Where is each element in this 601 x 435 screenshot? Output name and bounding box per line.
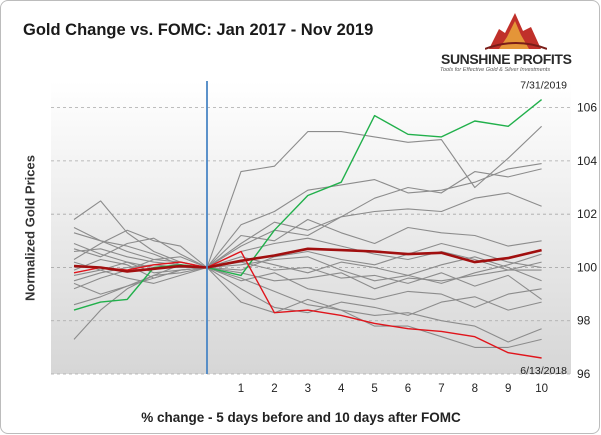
y-axis-label: Normalized Gold Prices (22, 155, 38, 301)
series-annotations: 7/31/2019 6/13/2018 (520, 80, 567, 377)
sun-logo-icon (485, 13, 547, 50)
series-line (73, 192, 542, 269)
x-tick-label: 2 (271, 383, 277, 395)
x-axis-label: % change - 5 days before and 10 days aft… (141, 410, 461, 425)
series-line-average (73, 247, 542, 273)
series-line (73, 168, 542, 269)
annotation-low-date: 6/13/2018 (520, 365, 567, 377)
series-line (73, 248, 542, 300)
logo-name: SUNSHINE PROFITS (441, 51, 572, 67)
x-tick-label: 10 (535, 383, 548, 395)
series-line (73, 229, 542, 271)
y-tick-label: 98 (577, 314, 591, 328)
x-tick-label: 5 (371, 383, 377, 395)
x-tick-label: 9 (505, 383, 511, 395)
series-lines (73, 99, 543, 359)
series-line-low (73, 250, 542, 359)
x-tick-label: 1 (238, 383, 244, 395)
logo-tagline: Tools for Effective Gold & Silver Invest… (440, 67, 551, 73)
annotation-high-date: 7/31/2019 (520, 80, 567, 92)
x-tick-label: 6 (405, 383, 411, 395)
chart-title: Gold Change vs. FOMC: Jan 2017 - Nov 201… (23, 21, 374, 39)
y-tick-label: 100 (577, 260, 597, 274)
x-tick-labels: 1 2 3 4 5 6 7 8 9 10 (238, 383, 548, 395)
y-tick-label: 102 (577, 207, 597, 221)
series-line (73, 266, 542, 348)
sunshine-profits-logo: SUNSHINE PROFITS Tools for Effective Gol… (437, 9, 587, 79)
series-line (73, 163, 542, 269)
y-tick-label: 104 (577, 154, 597, 168)
series-line-high (73, 99, 543, 311)
series-line (73, 264, 542, 343)
series-line (73, 242, 542, 282)
x-tick-label: 7 (438, 383, 444, 395)
y-tick-label: 106 (577, 101, 597, 115)
y-tick-labels: 96 98 100 102 104 106 (577, 101, 597, 381)
x-tick-label: 3 (305, 383, 311, 395)
x-tick-label: 8 (472, 383, 478, 395)
y-tick-label: 96 (577, 367, 591, 381)
series-line (73, 218, 542, 269)
x-tick-label: 4 (338, 383, 345, 395)
plot-background (51, 81, 571, 374)
